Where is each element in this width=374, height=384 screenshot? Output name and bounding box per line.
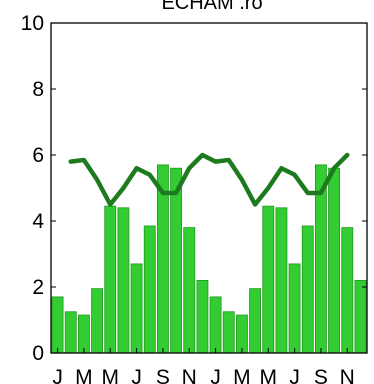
bar [288,263,301,354]
x-tick-label: J [52,366,63,384]
bar [91,288,104,354]
bar [235,314,248,354]
x-tick-label: M [260,366,278,384]
bar [196,279,209,354]
bar [354,279,367,354]
x-tick-label: J [131,366,142,384]
bar [222,311,235,354]
bar-group [51,164,367,354]
line-group [68,152,350,207]
x-tick-label: M [75,366,93,384]
plot-frame [50,22,368,354]
x-tick-label: M [233,366,251,384]
bar [77,314,90,354]
x-tick-label: N [340,366,355,384]
bar [117,207,130,354]
x-tick-label: S [156,366,170,384]
y-tick-label: 10 [21,12,44,35]
bar [209,296,222,354]
x-tick-label: J [289,366,300,384]
chart-title: ECHAM .ro [161,0,262,14]
bar [64,311,77,354]
y-tick-label: 2 [32,276,44,299]
bar [341,227,354,354]
x-tick-label: M [102,366,120,384]
bar [143,225,156,354]
series-line [68,152,350,207]
y-axis: 0 2 4 6 8 10 [21,12,367,365]
bar [275,207,288,354]
y-tick-label: 6 [32,144,44,167]
x-tick-label: N [182,366,197,384]
y-tick-label: 4 [32,210,44,233]
y-tick-label: 0 [32,342,44,365]
x-tick-label: S [314,366,328,384]
bar [328,167,341,354]
bar [104,205,117,354]
bar [130,263,143,354]
bar [51,296,64,354]
bar [301,225,314,354]
bar [183,227,196,354]
y-tick-label: 8 [32,78,44,101]
bar [262,205,275,354]
x-tick-label: J [210,366,221,384]
bar [170,167,183,354]
bar [249,288,262,354]
